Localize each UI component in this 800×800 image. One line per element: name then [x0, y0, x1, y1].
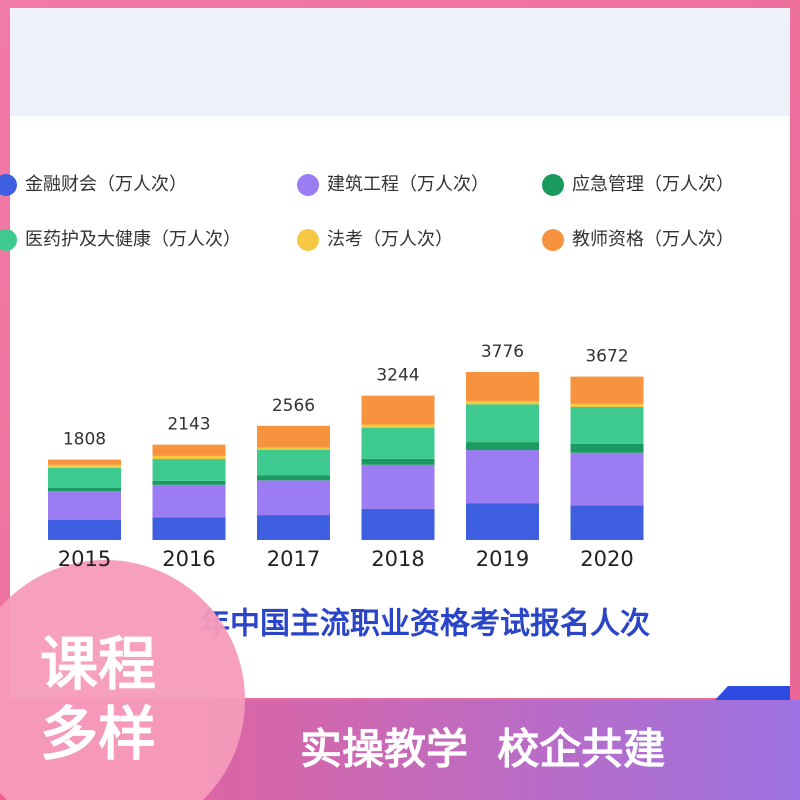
legend-dot — [542, 174, 564, 196]
legend-label: 法考（万人次） — [327, 229, 453, 250]
chart-title: 年中国主流职业资格考试报名人次 — [200, 607, 650, 642]
x-tick-label: 2015 — [58, 547, 111, 571]
bar-segment — [570, 403, 644, 407]
bar-segment — [361, 458, 435, 465]
bar-segment — [152, 480, 226, 485]
bar-segment — [48, 487, 121, 492]
total-label: 2143 — [167, 415, 210, 435]
legend-dot — [0, 174, 17, 196]
banner-left: 课程 — [40, 630, 156, 698]
x-tick-label: 2020 — [580, 547, 633, 571]
banner-left: 多样 — [40, 700, 156, 768]
legend-label: 医药护及大健康（万人次） — [25, 229, 241, 250]
bar-segment — [257, 449, 330, 476]
bar-segment — [152, 459, 226, 481]
legend-dot — [542, 229, 564, 251]
bar-segment — [48, 459, 121, 465]
banner-right: 实操教学 校企共建 — [300, 725, 665, 774]
bar-segment — [361, 508, 435, 540]
bar-segment — [466, 371, 539, 402]
corner-shape — [715, 686, 790, 700]
bar-segment — [152, 455, 226, 460]
bar-segment — [152, 517, 226, 540]
total-label: 2566 — [272, 396, 315, 416]
legend-dot — [297, 229, 319, 251]
bar-segment — [361, 395, 435, 425]
bar-segment — [361, 424, 435, 428]
bar-segment — [570, 505, 644, 540]
total-label: 1808 — [63, 430, 106, 450]
legend-dot — [0, 229, 17, 251]
bar-segment — [152, 444, 226, 456]
bar-segment — [152, 484, 226, 518]
total-label: 3672 — [585, 347, 628, 367]
bar-segment — [48, 464, 121, 468]
bar-segment — [48, 491, 121, 520]
panel-top — [10, 8, 790, 116]
x-tick-label: 2017 — [267, 547, 320, 571]
bar-segment — [570, 443, 644, 453]
legend-dot — [297, 174, 319, 196]
legend-label: 应急管理（万人次） — [572, 174, 734, 195]
total-label: 3244 — [376, 366, 419, 386]
bar-segment — [257, 475, 330, 481]
bar-segment — [257, 515, 330, 540]
bar-segment — [570, 376, 644, 404]
x-tick-label: 2019 — [476, 547, 529, 571]
bar-segment — [466, 442, 539, 451]
bar-segment — [257, 447, 330, 450]
bar-segment — [466, 450, 539, 504]
legend-label: 教师资格（万人次） — [572, 229, 734, 250]
bar-segment — [466, 404, 539, 443]
total-label: 3776 — [481, 342, 524, 362]
x-tick-label: 2018 — [371, 547, 424, 571]
bar-segment — [257, 425, 330, 448]
x-tick-label: 2016 — [162, 547, 215, 571]
bar-segment — [570, 406, 644, 444]
bar-segment — [570, 452, 644, 506]
bar-segment — [361, 464, 435, 509]
legend-label: 金融财会（万人次） — [25, 174, 187, 195]
bar-segment — [466, 503, 539, 540]
banner-circle — [0, 560, 245, 800]
bar-segment — [361, 427, 435, 459]
bar-segment — [257, 480, 330, 516]
legend-label: 建筑工程（万人次） — [327, 174, 489, 195]
bar-segment — [466, 401, 539, 405]
bar-segment — [48, 467, 121, 488]
bar-segment — [48, 519, 121, 540]
